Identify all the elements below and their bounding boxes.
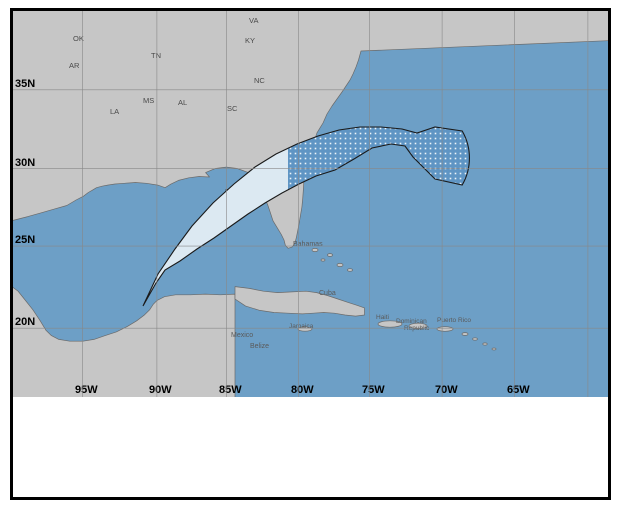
svg-text:KY: KY <box>245 36 255 45</box>
svg-text:95W: 95W <box>75 384 98 396</box>
svg-text:35N: 35N <box>15 78 35 90</box>
svg-text:SC: SC <box>227 104 238 113</box>
svg-text:85W: 85W <box>219 384 242 396</box>
svg-text:65W: 65W <box>507 384 530 396</box>
svg-text:75W: 75W <box>362 384 385 396</box>
svg-text:20N: 20N <box>15 316 35 328</box>
svg-text:30N: 30N <box>15 157 35 169</box>
svg-text:Belize: Belize <box>250 343 269 350</box>
svg-text:VA: VA <box>249 16 258 25</box>
svg-text:TN: TN <box>151 51 161 60</box>
svg-text:Jamaica: Jamaica <box>289 323 314 330</box>
svg-text:Bahamas: Bahamas <box>293 241 323 248</box>
svg-text:Cuba: Cuba <box>319 290 336 297</box>
svg-text:NC: NC <box>254 76 265 85</box>
svg-text:LA: LA <box>110 107 119 116</box>
svg-text:25N: 25N <box>15 234 35 246</box>
svg-text:Mexico: Mexico <box>231 332 253 339</box>
svg-text:80W: 80W <box>291 384 314 396</box>
svg-text:Dominican: Dominican <box>396 318 427 325</box>
svg-text:MS: MS <box>143 96 154 105</box>
svg-text:AR: AR <box>69 61 80 70</box>
svg-text:70W: 70W <box>435 384 458 396</box>
svg-text:Haiti: Haiti <box>376 314 389 321</box>
svg-text:90W: 90W <box>149 384 172 396</box>
svg-text:AL: AL <box>178 98 187 107</box>
